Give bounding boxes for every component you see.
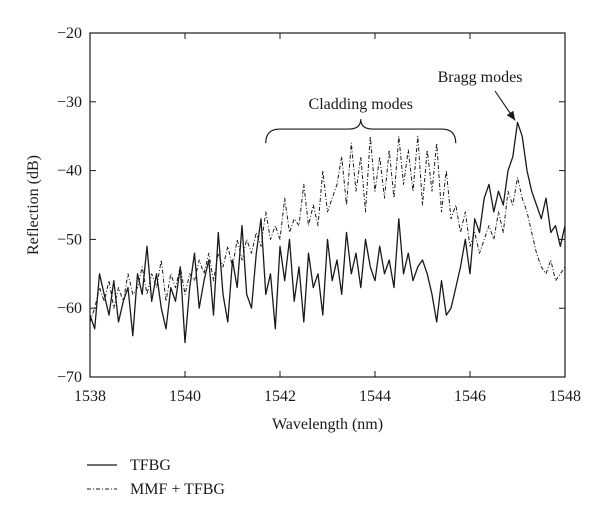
- y-tick-label: −30: [57, 94, 82, 111]
- y-axis-title: Reflection (dB): [25, 155, 42, 255]
- y-tick-label: −20: [57, 25, 82, 42]
- y-tick-label: −50: [57, 231, 82, 248]
- plot-frame: [89, 32, 566, 378]
- plot-area: [89, 32, 566, 378]
- series-line-tfbg: [89, 121, 566, 344]
- y-tick-label: −40: [57, 163, 82, 180]
- bragg-arrow-head: [506, 110, 516, 121]
- cladding-brace: [265, 119, 457, 144]
- x-axis-title: Wavelength (nm): [272, 416, 383, 433]
- cladding-modes-label: Cladding modes: [309, 96, 413, 113]
- y-tick-label: −60: [57, 300, 82, 317]
- series-line-mmf-tfbg: [89, 135, 566, 323]
- x-tick-label: 1538: [74, 388, 106, 405]
- x-tick-label: 1542: [264, 388, 296, 405]
- annotation-layer: Cladding modes Bragg modes: [265, 69, 523, 144]
- x-tick-label: 1548: [549, 388, 581, 405]
- legend-label-mmf-tfbg: MMF + TFBG: [130, 481, 225, 498]
- legend: TFBG MMF + TFBG: [87, 457, 225, 498]
- x-tick-label: 1546: [454, 388, 486, 405]
- x-tick-label: 1544: [359, 388, 391, 405]
- axes: 1538 1540 1542 1544 1546 1548 −70 −60 −50 −40 −30 −…: [57, 25, 581, 405]
- bragg-modes-label: Bragg modes: [438, 69, 523, 86]
- legend-label-tfbg: TFBG: [130, 457, 171, 474]
- x-tick-label: 1540: [169, 388, 201, 405]
- series-layer: [89, 121, 566, 344]
- y-tick-label: −70: [57, 369, 82, 386]
